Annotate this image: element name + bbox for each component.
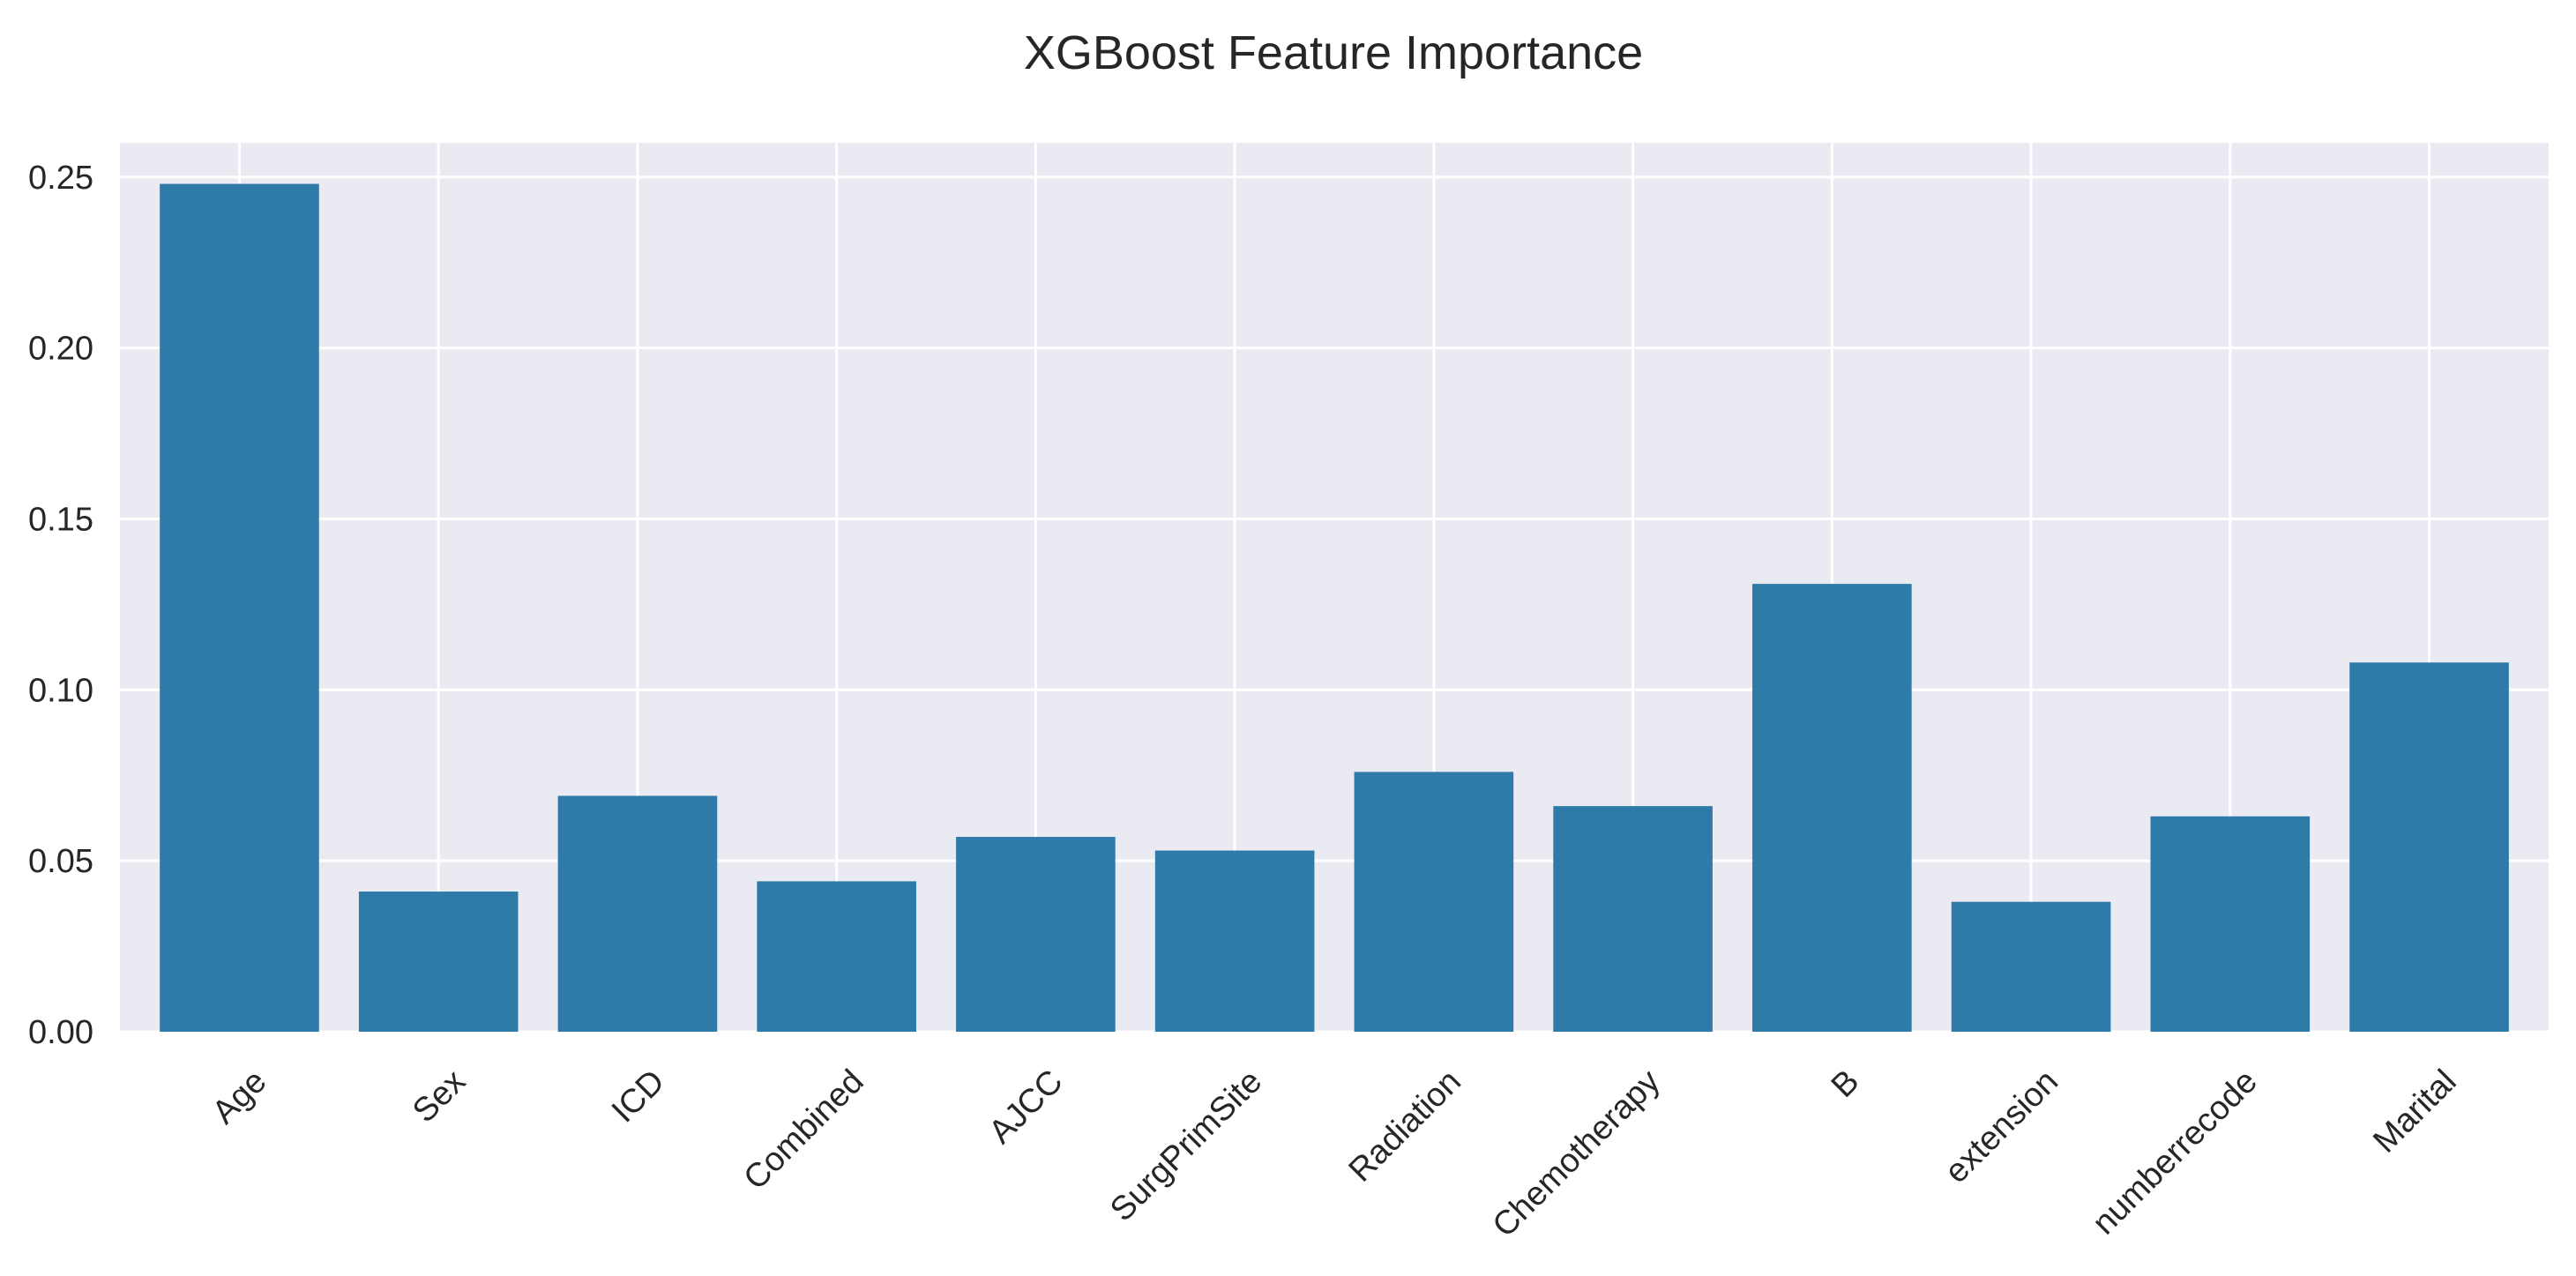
bar-icd xyxy=(557,795,718,1032)
y-tick-label: 0.00 xyxy=(28,1014,93,1051)
x-tick-label: Sex xyxy=(406,1063,473,1130)
x-tick-label: SurgPrimSite xyxy=(1103,1063,1269,1228)
y-tick-label: 0.15 xyxy=(28,501,93,538)
bar-ajcc xyxy=(956,837,1116,1032)
x-tick-label: numberrecode xyxy=(2086,1063,2265,1242)
bar-chemotherapy xyxy=(1553,806,1713,1032)
x-tick-label: Age xyxy=(205,1063,274,1131)
x-tick-label: ICD xyxy=(605,1063,672,1130)
chart-title: XGBoost Feature Importance xyxy=(1024,26,1643,79)
bar-age xyxy=(160,183,319,1032)
bar-marital xyxy=(2349,662,2509,1032)
x-tick-label: extension xyxy=(1938,1063,2065,1190)
x-tick-label: AJCC xyxy=(982,1063,1071,1151)
bar-b xyxy=(1752,584,1912,1032)
y-tick-label: 0.20 xyxy=(28,331,93,368)
y-tick-label: 0.25 xyxy=(28,160,93,197)
y-axis-tick-labels: 0.00 0.05 0.10 0.15 0.20 0.25 xyxy=(28,160,93,1051)
y-tick-label: 0.05 xyxy=(28,843,93,880)
bar-extension xyxy=(1951,901,2111,1032)
bar-surgprimsite xyxy=(1154,850,1315,1032)
x-tick-label: Radiation xyxy=(1342,1063,1468,1189)
plot-background xyxy=(120,143,2549,1032)
bar-radiation xyxy=(1354,772,1514,1032)
x-tick-label: Combined xyxy=(737,1063,871,1197)
x-tick-label: Marital xyxy=(2366,1063,2463,1160)
y-tick-label: 0.10 xyxy=(28,672,93,709)
bar-combined xyxy=(757,881,916,1032)
bar-sex xyxy=(358,892,519,1032)
bar-numberrecode xyxy=(2150,816,2311,1032)
x-tick-label: B xyxy=(1825,1063,1867,1105)
x-axis-tick-labels: Age Sex ICD Combined AJCC SurgPrimSite Radiati… xyxy=(205,1063,2464,1244)
x-tick-label: Chemotherapy xyxy=(1486,1063,1668,1244)
bars xyxy=(160,183,2509,1032)
